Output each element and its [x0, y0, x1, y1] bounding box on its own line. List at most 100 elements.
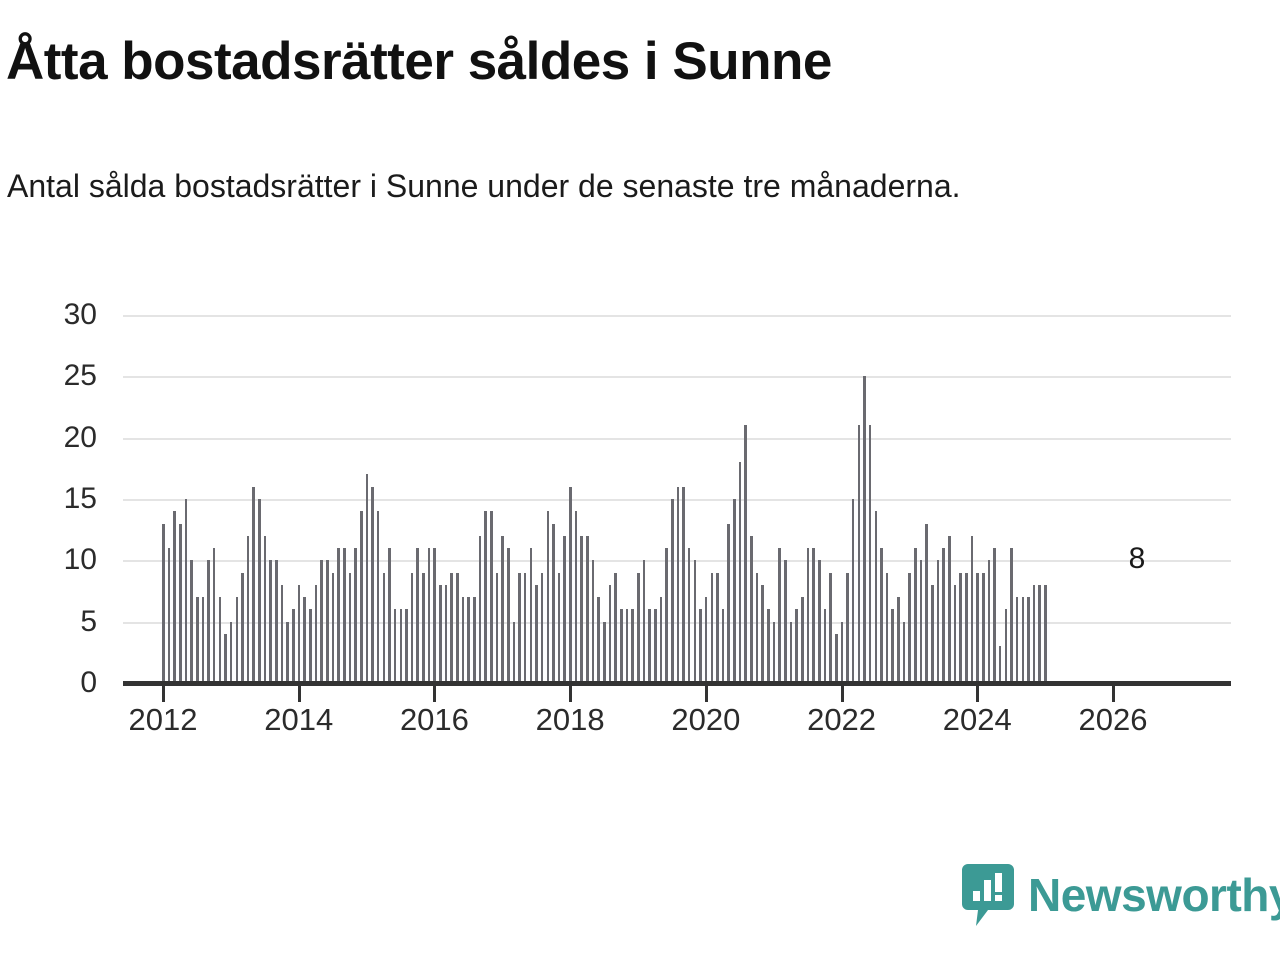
bar	[846, 572, 849, 683]
bar	[439, 584, 442, 683]
bar	[767, 609, 770, 683]
bar	[167, 548, 171, 683]
x-axis-tick-label: 2024	[942, 702, 1012, 737]
bar	[603, 621, 606, 683]
bar	[665, 548, 668, 683]
x-axis-tick-label: 2018	[535, 702, 605, 737]
bar	[574, 511, 578, 683]
bar	[354, 548, 357, 683]
bar	[523, 572, 527, 683]
x-axis-tick-label: 2014	[264, 702, 334, 737]
x-axis-tick-label: 2016	[399, 702, 469, 737]
bar	[710, 572, 714, 683]
bar	[834, 633, 838, 683]
bar	[823, 609, 827, 683]
bar	[829, 572, 832, 683]
bar	[642, 560, 646, 683]
bar	[467, 597, 470, 683]
x-axis-tick	[840, 686, 844, 702]
bar	[422, 572, 425, 683]
bar	[1015, 597, 1019, 683]
bar	[535, 584, 538, 683]
bar	[942, 548, 945, 683]
y-axis-tick-label: 10	[63, 543, 97, 577]
bar	[410, 572, 414, 683]
bar	[998, 646, 1002, 683]
bar	[263, 535, 267, 683]
bar	[653, 609, 657, 683]
bar	[676, 486, 680, 683]
bar	[727, 523, 731, 683]
y-axis-tick-label: 20	[63, 420, 97, 454]
bar	[501, 535, 504, 683]
x-axis-tick-label: 2012	[128, 702, 198, 737]
bar	[812, 548, 815, 683]
y-axis-tick-label: 30	[63, 298, 97, 331]
bar	[495, 572, 499, 683]
bar	[625, 609, 629, 683]
bar	[1038, 584, 1042, 683]
bar	[959, 572, 962, 683]
bar	[303, 597, 306, 683]
bar	[484, 511, 487, 683]
y-axis-tick-label: 15	[63, 482, 97, 515]
bar	[817, 560, 821, 683]
bar	[320, 560, 323, 683]
bar	[314, 584, 318, 683]
bar	[173, 511, 176, 683]
bar	[733, 499, 736, 683]
bar	[597, 597, 600, 683]
y-axis-tick-label: 5	[80, 604, 97, 638]
x-axis-tick	[433, 686, 437, 702]
bar	[309, 609, 312, 683]
bar	[580, 535, 584, 683]
bar	[162, 523, 165, 683]
bar	[529, 548, 533, 683]
bar	[286, 621, 289, 683]
bar	[376, 511, 380, 683]
bar	[772, 621, 776, 683]
bar	[908, 572, 912, 683]
bar	[546, 511, 550, 683]
bar	[569, 486, 572, 683]
bar	[252, 486, 256, 683]
bar	[1021, 597, 1025, 683]
bar	[631, 609, 634, 683]
bar	[659, 597, 663, 683]
bar	[518, 572, 521, 683]
bar	[359, 511, 363, 683]
highlight-value-label: 8	[1128, 542, 1146, 576]
bar	[540, 572, 544, 683]
bar	[608, 584, 612, 683]
bar	[800, 597, 804, 683]
bar	[914, 548, 917, 683]
gridline	[123, 315, 1231, 317]
gridline	[123, 437, 1231, 440]
bar	[201, 597, 205, 683]
bar	[292, 609, 295, 683]
bar	[365, 474, 369, 683]
bar	[750, 535, 753, 683]
bar	[371, 486, 374, 683]
x-axis-tick	[297, 686, 301, 702]
bar	[280, 584, 284, 683]
bar	[987, 560, 991, 683]
bar	[557, 572, 561, 683]
bar	[744, 425, 748, 683]
bar	[178, 523, 182, 683]
bar	[970, 535, 974, 683]
x-axis-tick	[162, 686, 165, 702]
bar	[778, 548, 781, 683]
bar	[275, 560, 278, 683]
bar	[388, 548, 391, 683]
bar	[207, 560, 210, 683]
bar-chart: 0 5 10 15 20 25 30 2012 2014 2016 2018 2020 2022 202…	[0, 290, 1280, 760]
bar	[981, 572, 985, 683]
bar	[450, 572, 453, 683]
bar	[863, 376, 866, 683]
x-axis-tick	[569, 686, 573, 702]
bar	[337, 548, 340, 683]
bar	[738, 462, 742, 683]
x-axis-tick-label: 2022	[807, 702, 877, 737]
